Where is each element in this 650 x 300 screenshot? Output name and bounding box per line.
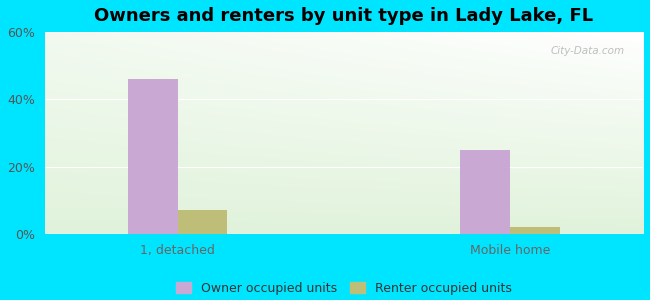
Title: Owners and renters by unit type in Lady Lake, FL: Owners and renters by unit type in Lady … bbox=[94, 7, 593, 25]
Bar bbox=[510, 227, 560, 234]
Bar bbox=[177, 210, 228, 234]
Legend: Owner occupied units, Renter occupied units: Owner occupied units, Renter occupied un… bbox=[171, 277, 517, 300]
Text: City-Data.com: City-Data.com bbox=[551, 46, 625, 56]
Bar bbox=[460, 150, 510, 234]
Bar bbox=[127, 79, 177, 234]
